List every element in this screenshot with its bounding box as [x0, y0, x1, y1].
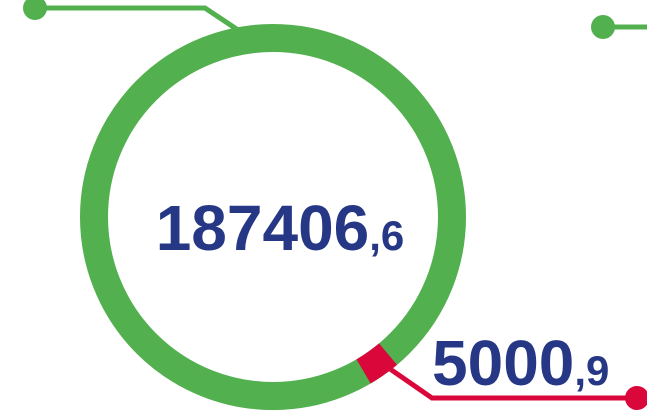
- connector-dot: [23, 0, 47, 20]
- connectors: [23, 0, 647, 410]
- connector-dot: [591, 15, 615, 39]
- connector-line: [378, 359, 636, 401]
- total-label: 187406,6: [156, 192, 405, 264]
- donut-ring: [80, 24, 466, 410]
- connector-dot: [625, 386, 647, 410]
- connector-line: [35, 5, 240, 33]
- donut-segment: [356, 343, 398, 384]
- segment-label: 5000,9: [432, 327, 609, 399]
